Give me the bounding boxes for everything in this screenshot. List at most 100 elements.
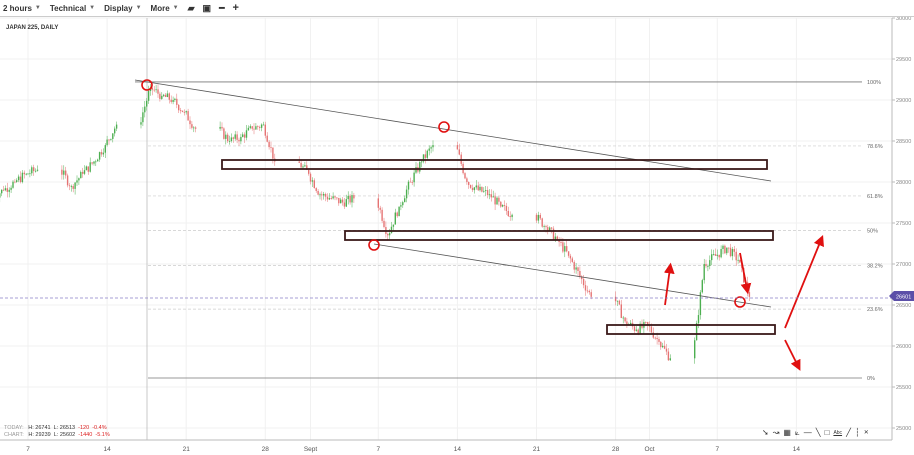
candle-body [221,126,223,129]
candle-body [577,267,579,272]
support-zone-rect[interactable] [606,324,776,335]
candle-body [97,159,99,162]
candle-body [660,341,662,348]
candle-body [498,197,500,202]
candle-body [168,93,170,100]
candle-body [390,226,393,234]
candle-body [349,195,351,203]
candle-body [541,218,543,227]
save-icon[interactable]: ▣ [202,2,212,13]
y-tick-label: 27500 [896,221,911,227]
candle-body [102,152,105,155]
grid-icon[interactable]: ▦ [783,428,791,437]
candle-body [503,205,506,206]
vertical-line-icon[interactable]: ┆ [854,428,860,437]
fan-icon[interactable]: ⟀ [794,428,800,437]
candle-body [387,234,389,236]
candle-body [560,242,562,243]
candle-body [268,141,270,148]
candle-body [537,214,540,221]
candle-body [726,247,728,254]
candle-body [426,150,428,158]
candle-body [302,166,304,168]
x-tick-label: Oct [644,446,654,453]
stat-high: H: 29239 [28,432,51,438]
more-menu[interactable]: More ▼ [151,4,179,13]
candle-body [566,246,568,252]
candle-body [110,138,112,140]
candle-body [336,197,338,199]
candle-body [539,214,541,219]
technical-menu[interactable]: Technical ▼ [50,4,95,13]
candle-body [324,193,327,197]
zoom-in-icon[interactable]: + [232,2,239,14]
candle-body [179,110,182,112]
marker-circle [141,79,153,91]
candle-body [257,126,259,128]
chart-title: JAPAN 225, DAILY [6,25,59,31]
candle-body [703,264,705,281]
candle-body [347,195,349,200]
candle-body [195,127,197,129]
candle-body [735,251,737,261]
candle-body [711,254,713,261]
upper-trendline[interactable] [134,79,772,182]
lower-trendline[interactable] [373,243,772,308]
candle-body [266,135,268,142]
candle-body [411,182,413,183]
candle-body [647,322,649,326]
path-icon[interactable]: ↝ [772,428,780,437]
open-folder-icon[interactable]: ▰ [187,2,195,13]
horizontal-line-icon[interactable]: — [803,428,812,437]
candle-body [624,317,626,322]
close-icon[interactable]: ✕ [863,430,869,436]
stat-change: -120 [78,425,90,431]
pencil-icon[interactable]: ╱ [846,428,851,437]
fib-level-label: 23.6% [867,307,883,313]
y-tick-label: 28500 [896,139,911,145]
candle-body [247,127,250,131]
candle-body [421,161,423,163]
candle-body [413,172,415,183]
candle-body [663,345,666,349]
candle-body [556,236,558,240]
candle-body [419,161,421,172]
middle-zone-rect[interactable] [344,230,774,241]
candle-body [80,171,82,179]
candle-body [0,193,1,198]
zoom-out-icon[interactable]: ━ [219,2,225,13]
candle-body [157,89,159,94]
candle-body [490,194,492,198]
stat-label: TODAY: [4,425,24,431]
candle-body [23,172,25,175]
candle-body [724,245,726,254]
candle-body [402,202,404,206]
trend-line-icon[interactable]: ╲ [815,428,821,437]
chart-stats: CHART: H: 29239 L: 25602 -1440 -5.1% [4,432,110,439]
interval-menu[interactable]: 2 hours ▼ [3,4,41,13]
candle-body [630,322,632,325]
x-tick-label: Sept [304,446,318,453]
stat-change: -1440 [78,432,93,438]
arrow-icon[interactable]: ➘ [762,428,769,437]
candle-body [343,202,346,207]
candle-body [571,258,573,262]
text-icon[interactable]: Abc [833,430,843,436]
candle-body [63,170,65,175]
candle-body [579,271,581,277]
candle-body [243,134,246,138]
resistance-zone-rect[interactable] [221,159,768,170]
y-tick-label: 26000 [896,344,911,350]
candle-body [228,141,231,142]
candle-body [300,162,302,168]
candle-body [2,189,5,191]
candle-body [351,195,353,203]
candle-body [255,126,257,130]
chevron-down-icon: ▼ [89,5,96,11]
display-menu[interactable]: Display ▼ [104,4,141,13]
candle-body [469,184,472,188]
rectangle-icon[interactable]: □ [824,428,830,437]
candle-body [95,161,97,163]
candle-body [620,304,622,318]
